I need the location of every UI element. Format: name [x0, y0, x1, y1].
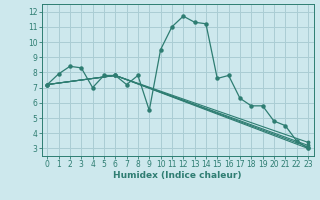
- X-axis label: Humidex (Indice chaleur): Humidex (Indice chaleur): [113, 171, 242, 180]
